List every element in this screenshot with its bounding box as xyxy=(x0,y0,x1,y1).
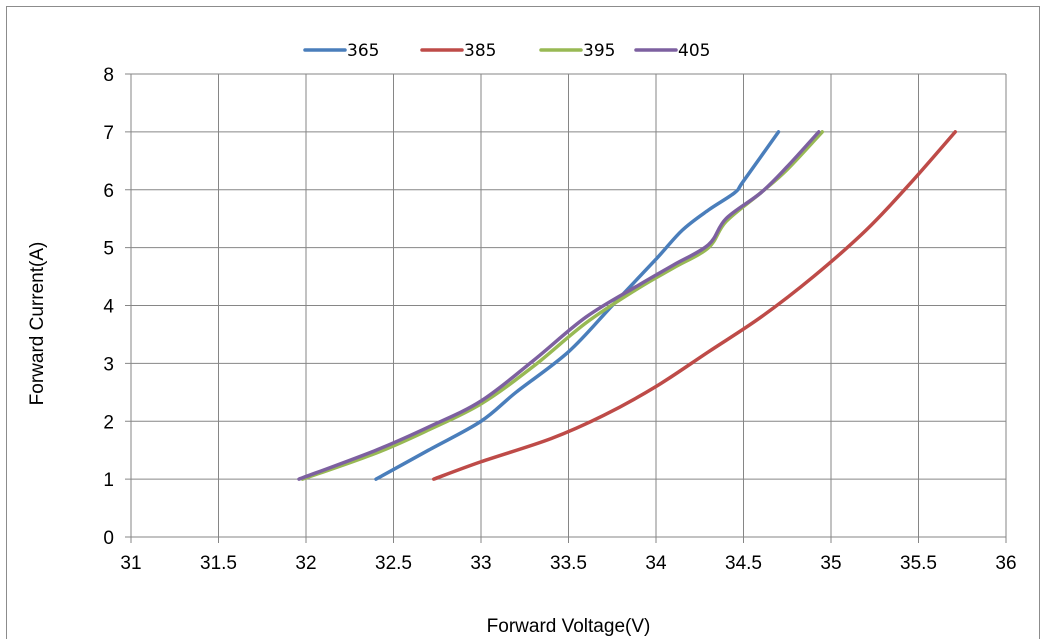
legend-label-385: 385 xyxy=(464,41,496,61)
series-line-405 xyxy=(297,130,821,481)
x-tick-label: 31 xyxy=(120,553,141,574)
x-tick-label: 33 xyxy=(470,553,491,574)
x-tick-label: 34.5 xyxy=(725,553,762,574)
y-tick-label: 3 xyxy=(103,354,114,375)
x-tick-label: 31.5 xyxy=(200,553,237,574)
x-axis-title: Forward Voltage(V) xyxy=(487,616,651,637)
legend-label-405: 405 xyxy=(678,41,710,61)
x-tick-label: 35 xyxy=(820,553,841,574)
legend: 365 385 395 405 xyxy=(303,41,710,61)
y-tick-label: 0 xyxy=(103,528,114,549)
y-tick-label: 6 xyxy=(103,181,114,202)
x-tick-label: 32.5 xyxy=(375,553,412,574)
x-tick-label: 33.5 xyxy=(550,553,587,574)
y-tick-label: 5 xyxy=(103,239,114,260)
y-axis-title: Forward Current(A) xyxy=(27,242,48,406)
y-tick-label: 4 xyxy=(103,297,114,318)
series-layer xyxy=(297,130,957,481)
legend-label-365: 365 xyxy=(347,41,379,61)
x-tick-label: 36 xyxy=(995,553,1016,574)
x-tick-label: 32 xyxy=(295,553,316,574)
y-tick-label: 8 xyxy=(103,65,114,86)
series-line-385 xyxy=(432,130,957,481)
series-line-365 xyxy=(374,130,781,481)
y-tick-label: 1 xyxy=(103,470,114,491)
legend-label-395: 395 xyxy=(583,41,615,61)
axes: 31 31.5 32 32.5 33 33.5 34 34.5 35 35.5 3601234567… xyxy=(103,65,1016,574)
x-tick-label: 35.5 xyxy=(900,553,937,574)
x-tick-label: 34 xyxy=(645,553,667,574)
chart-frame xyxy=(6,6,1040,639)
grid xyxy=(130,73,1007,538)
y-tick-label: 2 xyxy=(103,412,114,433)
y-tick-label: 7 xyxy=(103,123,114,144)
